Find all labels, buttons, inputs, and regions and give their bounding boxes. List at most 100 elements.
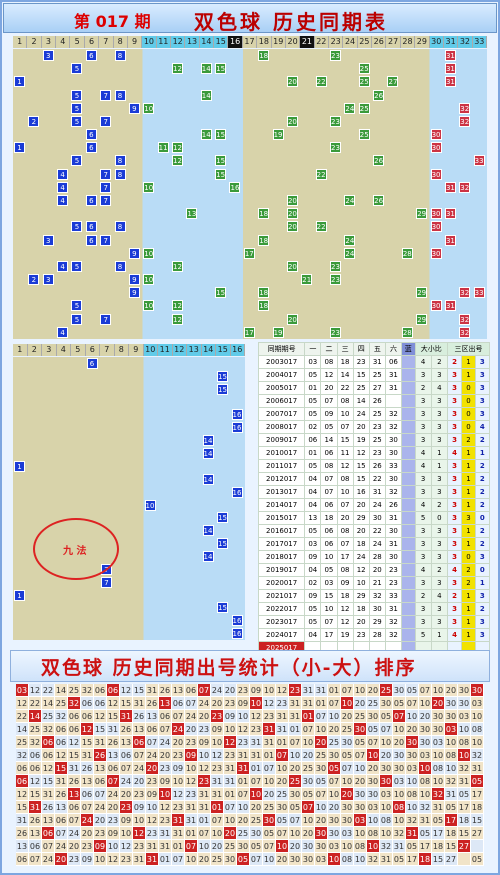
stats-cell: 25 [380,684,393,697]
stats-cell: 25 [29,723,42,736]
grid-background [13,49,487,339]
history-cell: 2 [446,589,463,603]
stats-cell: 10 [263,775,276,788]
history-cell: 01 [304,446,322,460]
red-ball-mark: 20 [286,115,298,127]
history-cell: 4 [414,498,432,512]
stats-cell: 07 [68,814,81,827]
history-cell: 29 [368,615,386,629]
history-cell: 16 [352,485,370,499]
stats-cell: 23 [211,710,224,723]
stats-cell: 31 [146,840,159,853]
stats-cell: 10 [406,775,419,788]
stats-cell: 23 [185,736,198,749]
red-ball-mark: 18 [258,287,270,299]
blue-ball-mark: 16 [231,615,243,627]
blue-ball-mark: 16 [231,409,243,421]
history-cell: 0 [474,511,491,525]
stats-cell [471,840,484,853]
history-cell: 18 [336,589,354,603]
history-cell [401,524,416,538]
stats-cell: 32 [432,788,445,801]
stats-cell: 03 [458,710,471,723]
red-ball-mark: 29 [416,313,428,325]
stats-cell: 10 [237,801,250,814]
red-ball-mark: 8 [114,168,126,180]
red-ball-mark: 19 [272,129,284,141]
stats-cell: 30 [315,827,328,840]
stats-cell: 26 [133,710,146,723]
stats-cell: 30 [250,827,263,840]
stats-cell: 07 [328,775,341,788]
stats-cell: 05 [393,697,406,710]
history-cell: 12 [352,446,370,460]
history-cell: 2009017 [257,433,306,447]
stats-cell: 07 [133,749,146,762]
stats-cell: 07 [250,853,263,866]
history-cell: 13 [304,511,322,525]
stats-cell: 20 [419,710,432,723]
history-cell: 12 [336,459,354,473]
red-ball-mark: 13 [186,208,198,220]
history-cell: 4 [430,381,448,395]
stats-cell: 05 [432,814,445,827]
stats-cell: 30 [237,840,250,853]
stats-cell: 32 [419,801,432,814]
red-ball-mark: 22 [315,76,327,88]
stats-cell: 20 [445,684,458,697]
stats-cell: 27 [471,827,484,840]
stats-cell: 27 [458,840,471,853]
stats-cell: 25 [16,736,29,749]
stats-cell: 30 [380,775,393,788]
stats-cell: 10 [328,710,341,723]
stats-cell: 10 [367,814,380,827]
stats-cell: 23 [289,684,302,697]
history-cell: 25 [352,381,370,395]
history-cell [384,394,403,408]
stats-cell: 07 [354,749,367,762]
history-cell: 3 [474,550,491,564]
red-ball-mark: 18 [258,234,270,246]
red-ball-mark: 21 [301,274,313,286]
stats-cell: 12 [185,775,198,788]
red-ball-mark: 12 [172,155,183,167]
red-ball-mark: 2 [28,115,40,127]
red-ball-mark: 3 [42,50,54,61]
red-ball-mark: 30 [430,208,442,220]
stats-cell: 12 [133,827,146,840]
blue-col-number-15: 15 [216,344,231,356]
red-ball-mark: 7 [100,89,112,101]
stats-cell: 10 [458,749,471,762]
red-ball-mark: 16 [229,181,241,193]
history-cell: 2 [430,355,448,369]
stats-cell: 18 [458,814,471,827]
stats-cell: 10 [302,736,315,749]
history-cell: 1 [461,459,476,473]
stats-cell: 31 [133,853,146,866]
history-cell [401,420,416,434]
stats-cell: 01 [276,736,289,749]
stats-cell: 31 [263,736,276,749]
col-number-11: 11 [156,36,171,48]
stats-cell: 25 [211,853,224,866]
stats-cell: 20 [328,723,341,736]
col-number-20: 20 [285,36,301,48]
red-ball-mark: 23 [330,260,341,272]
stats-cell: 07 [172,853,185,866]
stats-cell: 23 [276,697,289,710]
stats-cell: 20 [107,801,120,814]
red-ball-mark: 30 [430,221,442,233]
stats-cell: 08 [380,814,393,827]
stats-cell: 10 [328,788,341,801]
col-number-19: 19 [271,36,286,48]
red-ball-mark: 8 [114,50,126,61]
table-row: 2011017 05 08 12 15 26 33 4 1 3 1 2 [257,459,491,473]
stats-cell: 32 [367,853,380,866]
history-header-cell: 六 [384,342,403,356]
stats-cell: 09 [211,723,224,736]
stats-cell: 20 [432,697,445,710]
table-row: 2018017 09 10 17 24 28 30 3 3 3 0 3 [257,550,491,564]
stats-cell: 05 [471,775,484,788]
red-ball-mark: 4 [57,260,69,272]
history-cell: 4 [430,589,448,603]
